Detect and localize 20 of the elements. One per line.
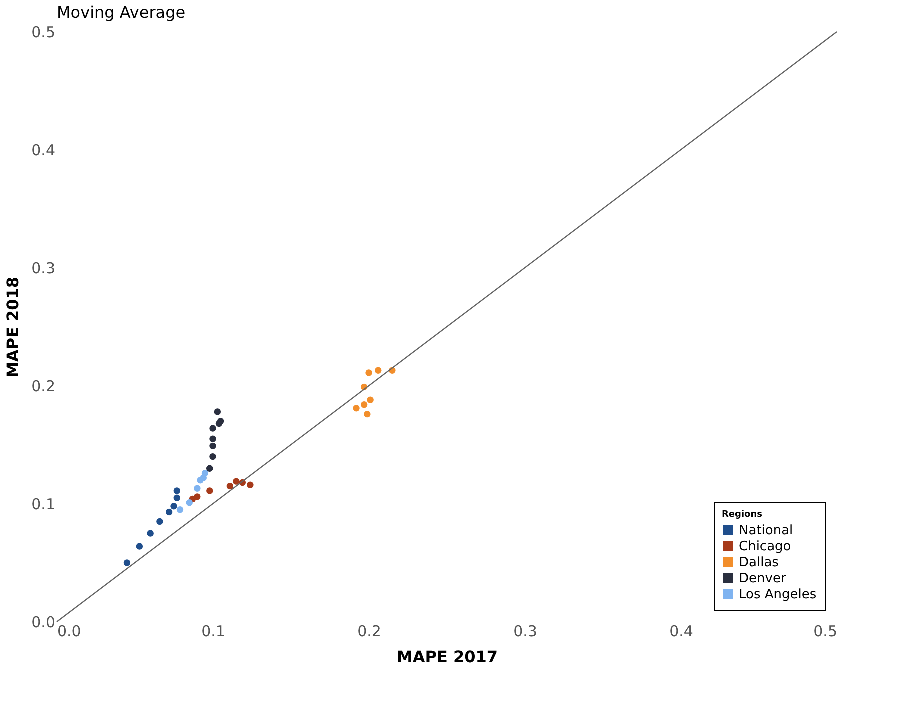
- legend-label: Chicago: [739, 540, 792, 554]
- x-tick-label: 0.4: [670, 622, 694, 640]
- legend-title: Regions: [722, 510, 763, 520]
- y-tick-label: 0.1: [32, 496, 56, 514]
- y-tick-label: 0.3: [32, 260, 56, 278]
- legend-label: Dallas: [739, 556, 780, 570]
- y-axis-title: MAPE 2018: [4, 276, 23, 378]
- legend-label: National: [739, 524, 794, 538]
- legend-label: Los Angeles: [739, 588, 817, 602]
- chart-title: Moving Average: [57, 3, 186, 22]
- x-tick-label: 0.3: [514, 622, 538, 640]
- legend-label: Denver: [739, 572, 787, 586]
- y-tick-label: 0.4: [32, 142, 56, 160]
- x-tick-label: 0.1: [202, 622, 226, 640]
- x-axis-title: MAPE 2017: [396, 648, 498, 666]
- x-tick-label: 0.0: [58, 622, 82, 640]
- x-tick-label: 0.5: [814, 622, 838, 640]
- y-tick-label: 0.5: [32, 24, 56, 42]
- y-tick-label: 0.2: [32, 378, 56, 396]
- x-tick-label: 0.2: [358, 622, 382, 640]
